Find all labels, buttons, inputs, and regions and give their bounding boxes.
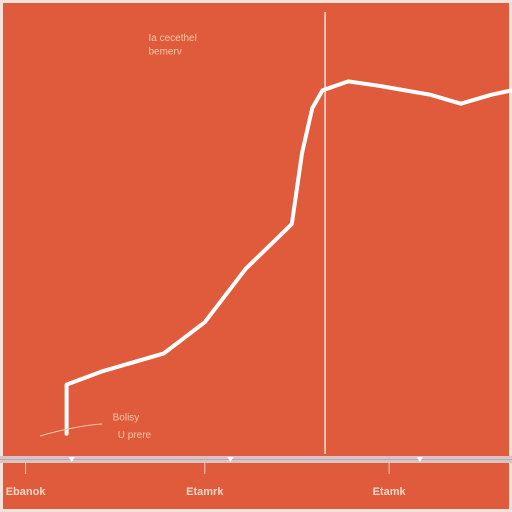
chart-annotation: Bolisy (113, 412, 140, 423)
axis-marker (68, 457, 75, 462)
chart-annotation: U prere (118, 430, 152, 441)
x-tick-label: Etamk (373, 486, 407, 498)
axis-marker (227, 457, 234, 462)
x-tick-label: Etamrk (186, 486, 224, 498)
x-tick-label: Ebanok (6, 486, 47, 498)
axis-marker (416, 457, 423, 462)
labels-layer: Ia cecethel bemerv Bolisy U prere Ebanok Etam… (6, 33, 407, 498)
chart-annotation: Ia cecethel (148, 33, 196, 44)
series-line (64, 79, 512, 436)
annotation-pointer (39, 423, 103, 437)
chart-annotation: bemerv (148, 47, 181, 58)
